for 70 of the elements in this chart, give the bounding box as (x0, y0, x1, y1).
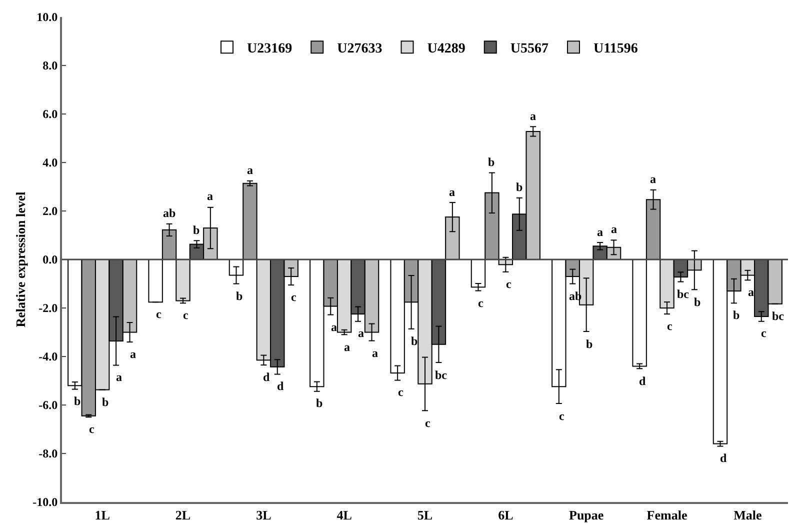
x-tick-label: Pupae (568, 508, 604, 523)
legend-label: U23169 (247, 42, 292, 57)
data-label: b (488, 155, 495, 169)
y-tick-label: 10.0 (36, 10, 58, 24)
y-axis-title: Relative expression level (13, 191, 28, 328)
x-tick-label: Female (646, 508, 688, 523)
data-label: a (449, 185, 455, 199)
data-label: a (650, 172, 656, 186)
data-label: a (358, 326, 364, 340)
y-tick-label: 4.0 (42, 156, 58, 170)
y-tick-label: 6.0 (42, 107, 58, 122)
data-label: b (236, 289, 243, 303)
data-label: b (316, 396, 323, 410)
data-label: c (667, 319, 673, 333)
data-label: d (720, 451, 727, 465)
y-tick-label: -8.0 (38, 446, 58, 461)
data-label: a (372, 346, 378, 360)
data-label: c (559, 409, 565, 423)
data-label: a (207, 189, 213, 203)
data-label: a (247, 163, 253, 177)
legend-label: U5567 (510, 42, 548, 57)
x-tick-label: 5L (417, 508, 433, 523)
data-label: b (733, 308, 740, 322)
data-label: b (411, 334, 418, 348)
data-label: d (263, 370, 270, 384)
data-label: a (130, 347, 136, 361)
data-label: c (761, 326, 767, 340)
data-label: a (597, 225, 603, 239)
data-label: c (506, 277, 512, 291)
data-label: c (89, 422, 95, 436)
y-tick-label: -4.0 (38, 350, 58, 364)
data-label: c (425, 416, 431, 430)
data-label: c (291, 290, 297, 304)
x-tick-label: 6L (498, 508, 514, 523)
data-label: a (344, 340, 350, 354)
data-label: b (74, 394, 81, 408)
x-tick-label: 3L (256, 508, 272, 523)
data-label: d (639, 374, 646, 388)
data-label: c (183, 308, 189, 322)
data-label: b (694, 295, 701, 309)
legend-label: U27633 (337, 42, 382, 57)
data-label: d (277, 379, 284, 393)
data-label: a (116, 370, 122, 384)
data-label: bc (772, 309, 785, 323)
data-label: a (611, 222, 617, 236)
data-label: bc (677, 287, 690, 301)
data-label: b (516, 180, 523, 194)
x-tick-label: Male (734, 508, 762, 523)
y-tick-label: -2.0 (38, 301, 58, 316)
legend-label: U4289 (427, 42, 466, 57)
data-label: a (530, 109, 536, 123)
legend-label: U11596 (594, 42, 638, 57)
data-label: b (193, 223, 200, 237)
y-tick-label: -10.0 (32, 495, 58, 510)
data-label: c (398, 385, 404, 399)
y-tick-label: 2.0 (42, 204, 58, 218)
x-tick-label: 4L (336, 508, 352, 523)
data-label: b (102, 395, 109, 409)
data-label: a (331, 320, 337, 334)
data-label: b (586, 337, 593, 351)
data-label: a (748, 285, 754, 299)
data-label: c (478, 296, 484, 310)
x-tick-label: 1L (94, 508, 110, 523)
data-label: c (156, 307, 162, 321)
y-tick-label: 8.0 (42, 58, 58, 73)
data-label: bc (435, 368, 448, 382)
x-tick-label: 2L (175, 508, 191, 523)
data-label: ab (163, 206, 176, 220)
y-tick-label: -6.0 (38, 398, 58, 412)
y-tick-label: 0.0 (42, 252, 58, 267)
